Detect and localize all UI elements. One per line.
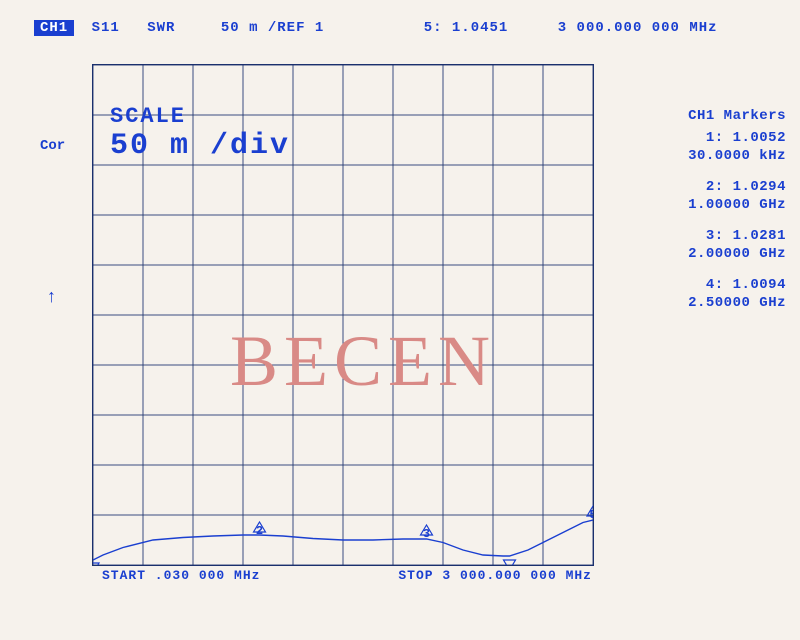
up-arrow-icon: ↑ — [46, 288, 57, 308]
markers-title: CH1 Markers — [606, 108, 786, 124]
marker-entry: 4: 1.00942.50000 GHz — [606, 277, 786, 312]
marker-value: 1: 1.0052 — [606, 130, 786, 148]
marker-entry: 3: 1.02812.00000 GHz — [606, 228, 786, 263]
svg-text:2: 2 — [256, 524, 263, 538]
marker-freq: 30.0000 kHz — [606, 148, 786, 166]
freq-readout: 3 000.000 000 MHz — [558, 20, 718, 36]
svg-text:5: 5 — [589, 508, 593, 522]
marker-readout: 5: 1.0451 — [424, 20, 509, 36]
scale-readout: SCALE 50 m /div — [110, 104, 290, 163]
marker-freq: 2.50000 GHz — [606, 295, 786, 313]
param-label: S11 — [92, 20, 120, 36]
marker-freq: 1.00000 GHz — [606, 197, 786, 215]
stop-freq: STOP 3 000.000 000 MHz — [398, 568, 592, 583]
marker-entry: 2: 1.02941.00000 GHz — [606, 179, 786, 214]
vna-screen: CH1 S11 SWR 50 m /REF 1 5: 1.0451 3 000.… — [0, 0, 800, 640]
scale-line1: SCALE — [110, 104, 290, 129]
markers-panel: CH1 Markers 1: 1.005230.0000 kHz 2: 1.029… — [606, 108, 786, 326]
marker-value: 4: 1.0094 — [606, 277, 786, 295]
channel-badge: CH1 — [34, 20, 74, 36]
cor-indicator: Cor — [40, 138, 65, 154]
scale-line2: 50 m /div — [110, 129, 290, 163]
header-row: CH1 S11 SWR 50 m /REF 1 5: 1.0451 3 000.… — [34, 20, 786, 42]
marker-freq: 2.00000 GHz — [606, 246, 786, 264]
scale-label: 50 m /REF 1 — [221, 20, 324, 36]
marker-entry: 1: 1.005230.0000 kHz — [606, 130, 786, 165]
format-label: SWR — [147, 20, 175, 36]
marker-value: 3: 1.0281 — [606, 228, 786, 246]
start-freq: START .030 000 MHz — [102, 568, 260, 583]
marker-value: 2: 1.0294 — [606, 179, 786, 197]
svg-text:3: 3 — [423, 527, 430, 541]
